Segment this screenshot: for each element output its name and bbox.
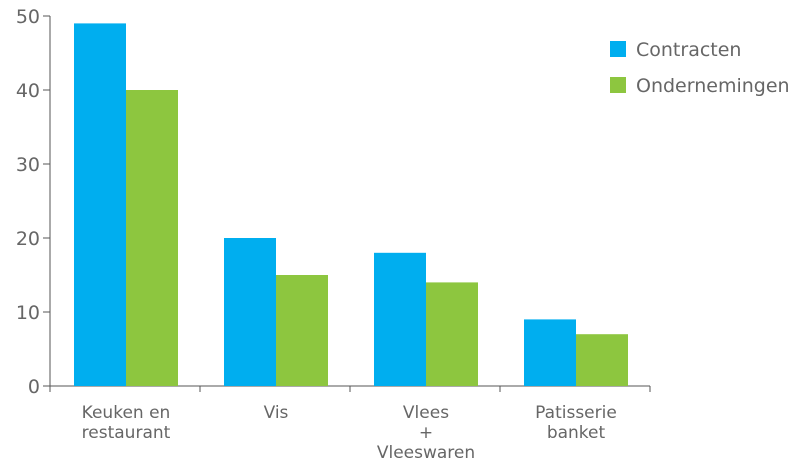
category-label: Vlees + Vleeswaren [377, 403, 475, 461]
bar-ondernemingen-2 [426, 282, 478, 386]
category-label-line: Vlees [403, 403, 449, 423]
bar-ondernemingen-1 [276, 275, 328, 386]
category-label-line: Vis [264, 403, 289, 423]
category-label: Vis [264, 403, 289, 423]
category-label-line: Keuken en [82, 403, 171, 423]
bar-contracten-2 [374, 252, 426, 386]
bar-contracten-0 [74, 23, 126, 387]
category-label: Patisserie banket [535, 403, 617, 443]
y-tick-label: 20 [16, 228, 40, 250]
y-tick-label: 40 [16, 80, 40, 102]
y-tick-label: 10 [16, 302, 40, 324]
legend-label: Contracten [636, 39, 741, 61]
x-axis [49, 385, 651, 392]
y-tick-label: 0 [28, 376, 40, 398]
y-tick-label: 30 [16, 154, 40, 176]
bar-contracten-1 [224, 238, 276, 386]
legend-swatch-ondernemingen [610, 77, 626, 93]
category-labels: Keuken en restaurant Vis Vlees + Vleeswaren Pa… [82, 403, 617, 461]
category-label-line: + [419, 423, 433, 443]
bar-ondernemingen-3 [576, 334, 628, 386]
category-label-line: Patisserie [535, 403, 617, 423]
bars [74, 23, 628, 387]
bar-ondernemingen-0 [126, 90, 178, 386]
category-label-line: restaurant [82, 423, 171, 443]
category-label-line: Vleeswaren [377, 443, 475, 461]
legend-swatch-contracten [610, 41, 626, 57]
legend-label: Ondernemingen [636, 75, 790, 97]
y-tick-label: 50 [16, 6, 40, 28]
category-label: Keuken en restaurant [82, 403, 171, 443]
category-label-line: banket [547, 423, 606, 443]
y-axis: 0 10 20 30 40 50 [16, 6, 51, 398]
legend: Contracten Ondernemingen [610, 39, 790, 97]
bar-contracten-3 [524, 319, 576, 386]
